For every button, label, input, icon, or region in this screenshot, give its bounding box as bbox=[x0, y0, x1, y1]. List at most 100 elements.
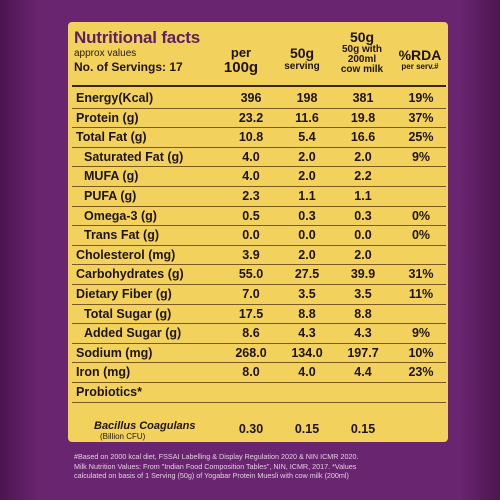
cell-milk: 39.9 bbox=[350, 267, 376, 282]
row-divider bbox=[72, 382, 446, 383]
row-label: Total Fat (g) bbox=[76, 130, 147, 145]
row-label: Cholesterol (mg) bbox=[76, 247, 176, 262]
cell-per100: 0.0 bbox=[242, 228, 260, 243]
cell-milk: 0.0 bbox=[354, 228, 372, 243]
row-label: Dietary Fiber (g) bbox=[76, 287, 172, 301]
col-milk-top: 50g bbox=[349, 29, 375, 45]
cell-milk: 16.6 bbox=[350, 130, 376, 145]
col-per-top: per bbox=[230, 45, 252, 60]
cell-serving: 2.0 bbox=[298, 169, 316, 184]
col-milk-l3: cow milk bbox=[340, 63, 384, 75]
row-divider bbox=[72, 186, 446, 187]
cell-milk: 8.8 bbox=[354, 306, 372, 321]
table-row: MUFA (g) 4.0 2.0 2.2 bbox=[76, 167, 446, 186]
cell-per100: 2.3 bbox=[242, 189, 260, 203]
cell-serving: 1.1 bbox=[298, 189, 316, 203]
table-row: Omega-3 (g) 0.5 0.3 0.3 0% bbox=[76, 207, 446, 226]
row-label: Added Sugar (g) bbox=[84, 326, 182, 341]
row-divider bbox=[72, 205, 446, 207]
cell-rda: 9% bbox=[411, 326, 431, 341]
row-label: Total Sugar (g) bbox=[84, 306, 172, 321]
cell-milk: 197.7 bbox=[347, 345, 379, 360]
table-row: Trans Fat (g) 0.0 0.0 0.0 0% bbox=[76, 226, 446, 245]
cell-rda: 11% bbox=[408, 287, 434, 301]
cell-rda: 0% bbox=[411, 228, 431, 243]
cell-serving: 134.0 bbox=[291, 345, 323, 360]
row-label: Trans Fat (g) bbox=[84, 228, 160, 243]
row-label: Omega-3 (g) bbox=[84, 208, 157, 223]
cell-per100: 17.5 bbox=[238, 306, 264, 321]
cell-milk: 4.3 bbox=[354, 326, 372, 341]
table-row: PUFA (g) 2.3 1.1 1.1 bbox=[76, 187, 446, 206]
table-row: Dietary Fiber (g) 7.0 3.5 3.5 11% bbox=[76, 285, 446, 304]
row-label: Probiotics* bbox=[76, 385, 142, 399]
cell-milk: 2.0 bbox=[354, 149, 372, 164]
cell-serving: 4.0 bbox=[298, 365, 316, 380]
probiotic-values-row: 0.30 0.15 0.15 bbox=[76, 420, 446, 439]
cell-rda: 10% bbox=[408, 345, 434, 360]
cell-serving: 198 bbox=[296, 91, 318, 105]
table-row: Sodium (mg) 268.0 134.0 197.7 10% bbox=[76, 344, 446, 363]
footnotes: #Based on 2000 kcal diet, FSSAI Labellin… bbox=[74, 452, 454, 481]
table-row: Carbohydrates (g) 55.0 27.5 39.9 31% bbox=[76, 265, 446, 284]
cell-rda: 0% bbox=[411, 208, 431, 223]
col-header-rda: %RDA per serv.# bbox=[392, 48, 448, 71]
table-row: Total Fat (g) 10.8 5.4 16.6 25% bbox=[76, 128, 446, 147]
cell-serving: 27.5 bbox=[294, 267, 320, 282]
cell-milk: 1.1 bbox=[354, 189, 372, 203]
cell-per100: 4.0 bbox=[242, 149, 260, 164]
row-divider bbox=[72, 244, 446, 246]
cell-serving: 8.8 bbox=[298, 306, 316, 321]
cell-serving: 2.0 bbox=[298, 149, 316, 164]
cell-rda: 25% bbox=[408, 130, 434, 145]
cell-rda: 9% bbox=[411, 149, 431, 164]
table-row: Protein (g) 23.2 11.6 19.8 37% bbox=[76, 109, 446, 128]
cell-serving: 11.6 bbox=[295, 110, 319, 125]
cell-per100: 268.0 bbox=[235, 345, 267, 360]
cell-per100: 55.0 bbox=[238, 267, 264, 282]
cell-per100: 7.0 bbox=[242, 287, 260, 301]
row-divider bbox=[72, 362, 446, 364]
footnote-3: calculated on basis of 1 Serving (50g) o… bbox=[74, 471, 349, 481]
row-label: Sodium (mg) bbox=[76, 345, 153, 360]
header-divider bbox=[72, 85, 446, 87]
probiotic-per100: 0.30 bbox=[238, 422, 264, 436]
cell-per100: 3.9 bbox=[242, 247, 260, 262]
table-row: Iron (mg) 8.0 4.0 4.4 23% bbox=[76, 363, 446, 382]
row-label: Iron (mg) bbox=[76, 365, 131, 380]
row-label: Energy(Kcal) bbox=[76, 91, 154, 105]
cell-per100: 23.2 bbox=[238, 110, 264, 125]
table-row: Saturated Fat (g) 4.0 2.0 2.0 9% bbox=[76, 148, 446, 167]
col-header-per-100g: per 100g bbox=[216, 46, 266, 75]
row-divider bbox=[72, 284, 446, 285]
row-label: Protein (g) bbox=[76, 110, 139, 125]
row-divider bbox=[72, 401, 446, 403]
cell-milk: 4.4 bbox=[354, 365, 372, 380]
probiotic-unit: (Billion CFU) bbox=[100, 432, 146, 441]
footnote-1: #Based on 2000 kcal diet, FSSAI Labellin… bbox=[74, 452, 359, 461]
row-divider bbox=[72, 225, 446, 227]
cell-milk: 3.5 bbox=[354, 287, 372, 301]
cell-milk: 381 bbox=[352, 91, 374, 105]
nutrition-panel bbox=[68, 22, 448, 442]
cell-rda: 37% bbox=[408, 110, 434, 125]
cell-rda: 23% bbox=[408, 365, 434, 380]
cell-serving: 5.4 bbox=[298, 130, 316, 145]
approx-values-note: approx values bbox=[74, 48, 137, 59]
row-divider bbox=[72, 146, 446, 148]
row-divider bbox=[72, 166, 446, 168]
col-serving-top: 50g bbox=[289, 45, 315, 61]
cell-milk: 2.0 bbox=[354, 247, 372, 262]
row-divider bbox=[72, 303, 446, 305]
row-label: Carbohydrates (g) bbox=[76, 267, 184, 282]
nutrition-title: Nutritional facts bbox=[74, 28, 201, 47]
cell-rda: 19% bbox=[408, 91, 434, 105]
footnote-2: Milk Nutrition Values: From "Indian Food… bbox=[74, 461, 357, 471]
probiotic-name: Bacillus Coagulans bbox=[94, 420, 196, 432]
col-header-serving: 50g serving bbox=[274, 46, 330, 72]
col-milk-l2: 200ml bbox=[347, 53, 377, 65]
col-rda-top: %RDA bbox=[398, 47, 442, 63]
cell-per100: 396 bbox=[240, 91, 262, 105]
probiotic-serving: 0.15 bbox=[294, 422, 320, 436]
table-row: Probiotics* bbox=[76, 383, 446, 402]
